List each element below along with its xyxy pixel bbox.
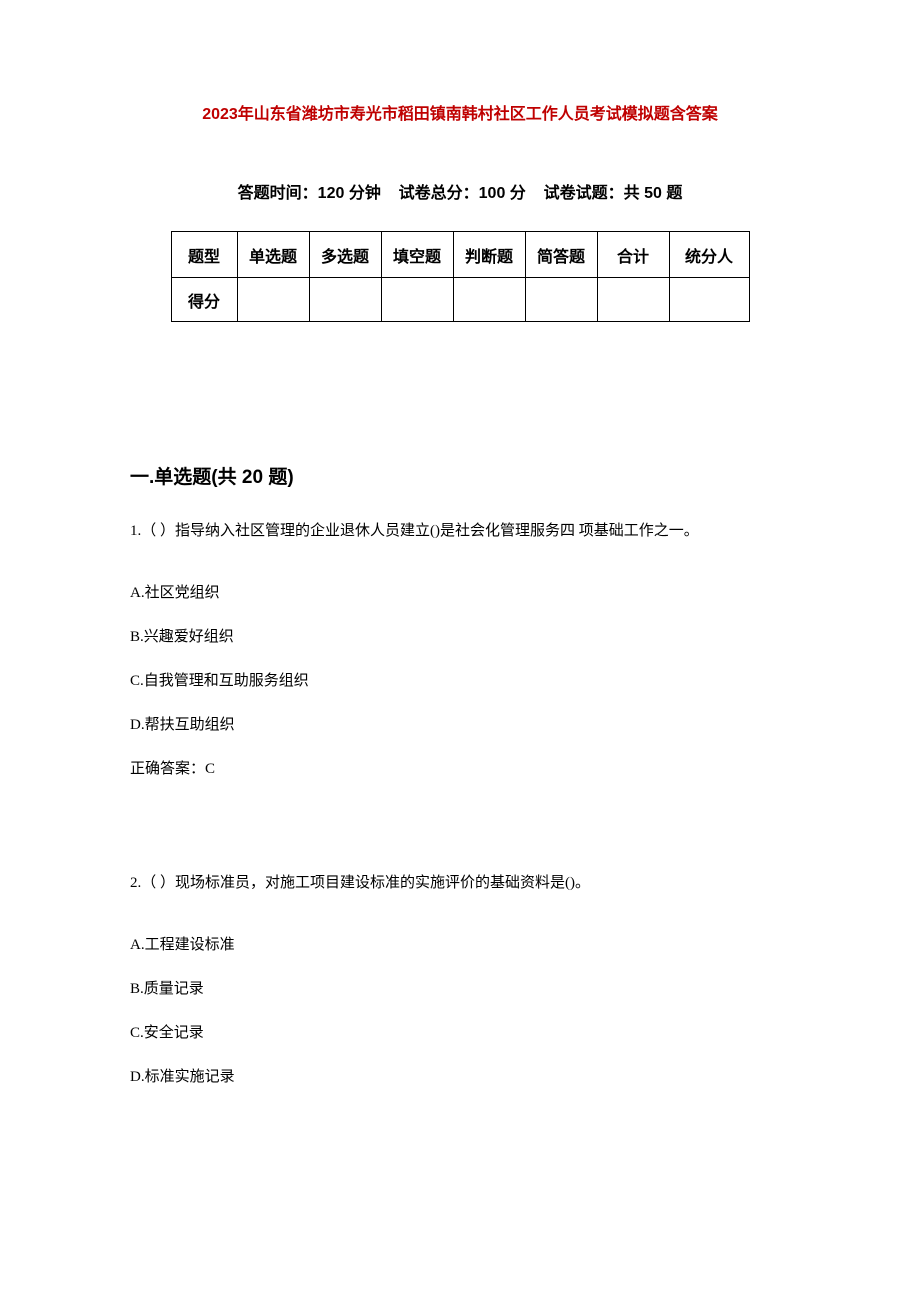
score-scorer [669, 278, 749, 322]
header-short: 简答题 [525, 232, 597, 278]
q1-answer: 正确答案：C [130, 757, 790, 781]
q2-number: 2. [130, 875, 141, 891]
q2-option-b: B.质量记录 [130, 977, 790, 1001]
spacer [130, 831, 790, 871]
time-unit: 分钟 [349, 185, 381, 202]
score-multi [309, 278, 381, 322]
header-fill: 填空题 [381, 232, 453, 278]
q1-option-b: B.兴趣爱好组织 [130, 625, 790, 649]
q1-stem: （ ）指导纳入社区管理的企业退休人员建立()是社会化管理服务四 项基础工作之一。 [141, 523, 699, 539]
time-label: 答题时间： [238, 185, 318, 202]
score-label: 得分 [171, 278, 237, 322]
title-year: 2023 [202, 106, 238, 123]
question-2: 2.（ ）现场标准员，对施工项目建设标准的实施评价的基础资料是()。 A.工程建… [130, 871, 790, 1089]
section-heading-text: 一.单选题(共 [130, 467, 237, 488]
count-value: 50 [644, 185, 662, 202]
q2-option-d: D.标准实施记录 [130, 1065, 790, 1089]
q2-option-a: A.工程建设标准 [130, 933, 790, 957]
section-1-heading: 一.单选题(共 20 题) [130, 462, 790, 489]
total-label: 试卷总分： [399, 185, 479, 202]
document-title: 2023年山东省潍坊市寿光市稻田镇南韩村社区工作人员考试模拟题含答案 [130, 100, 790, 124]
q1-option-a: A.社区党组织 [130, 581, 790, 605]
q2-stem: （ ）现场标准员，对施工项目建设标准的实施评价的基础资料是()。 [141, 875, 590, 891]
score-judge [453, 278, 525, 322]
score-short [525, 278, 597, 322]
title-text: 年山东省潍坊市寿光市稻田镇南韩村社区工作人员考试模拟题含答案 [238, 106, 718, 123]
exam-info-line: 答题时间：120 分钟 试卷总分：100 分 试卷试题：共 50 题 [130, 179, 790, 203]
header-type: 题型 [171, 232, 237, 278]
score-table: 题型 单选题 多选题 填空题 判断题 简答题 合计 统分人 得分 [171, 231, 750, 322]
header-total: 合计 [597, 232, 669, 278]
time-value: 120 [318, 185, 345, 202]
header-single: 单选题 [237, 232, 309, 278]
question-1: 1.（ ）指导纳入社区管理的企业退休人员建立()是社会化管理服务四 项基础工作之… [130, 519, 790, 781]
section-count: 20 [242, 467, 263, 488]
header-multi: 多选题 [309, 232, 381, 278]
total-value: 100 [479, 185, 506, 202]
q1-number: 1. [130, 523, 141, 539]
question-2-stem: 2.（ ）现场标准员，对施工项目建设标准的实施评价的基础资料是()。 [130, 871, 790, 895]
score-fill [381, 278, 453, 322]
table-score-row: 得分 [171, 278, 749, 322]
total-unit: 分 [510, 185, 526, 202]
table-header-row: 题型 单选题 多选题 填空题 判断题 简答题 合计 统分人 [171, 232, 749, 278]
q2-option-c: C.安全记录 [130, 1021, 790, 1045]
q1-option-c: C.自我管理和互助服务组织 [130, 669, 790, 693]
count-label: 试卷试题：共 [544, 185, 640, 202]
count-unit: 题 [666, 185, 682, 202]
q1-option-d: D.帮扶互助组织 [130, 713, 790, 737]
header-scorer: 统分人 [669, 232, 749, 278]
score-single [237, 278, 309, 322]
section-unit: 题) [268, 467, 293, 488]
header-judge: 判断题 [453, 232, 525, 278]
question-1-stem: 1.（ ）指导纳入社区管理的企业退休人员建立()是社会化管理服务四 项基础工作之… [130, 519, 790, 543]
score-total [597, 278, 669, 322]
